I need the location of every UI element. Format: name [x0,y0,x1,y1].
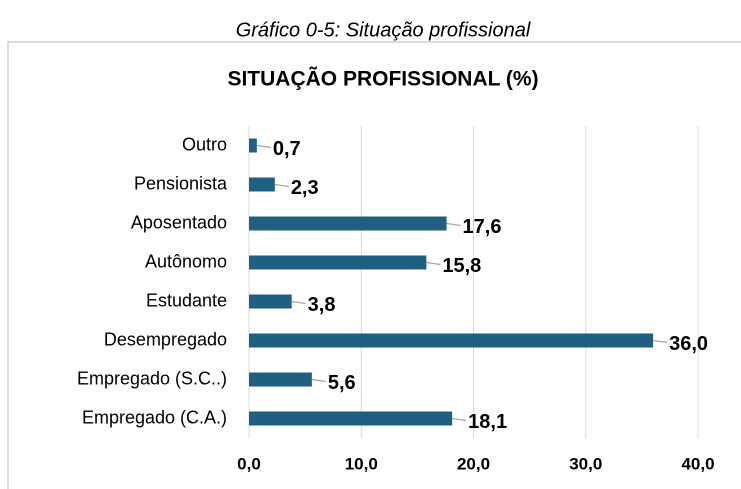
bar [249,255,427,270]
x-tick-label: 10,0 [345,454,378,473]
bar [249,294,292,309]
value-label: 2,3 [291,177,319,199]
leader-line [256,144,271,149]
bar [249,138,257,153]
y-tick-label: Estudante [146,290,227,310]
leader-line [274,183,289,188]
y-tick-label: Aposentado [131,212,227,232]
y-tick-label: Autônomo [145,251,227,271]
leader-line [446,222,461,227]
value-label: 36,0 [669,333,708,355]
y-tick-label: Empregado (S.C..) [77,368,227,388]
value-label: 0,7 [273,138,301,160]
value-label: 15,8 [442,255,481,277]
bar [249,333,654,348]
value-label: 5,6 [328,372,356,394]
leader-line [311,378,326,383]
bar [249,216,447,231]
y-tick-label: Pensionista [134,173,228,193]
caption: Gráfico 0-5: Situação profissional [236,19,531,41]
bar [249,411,453,426]
x-tick-label: 20,0 [457,454,490,473]
x-tick-label: 30,0 [569,454,602,473]
bar [249,372,312,387]
x-tick-label: 40,0 [681,454,714,473]
bar [249,177,275,192]
y-tick-label: Outro [182,134,227,154]
chart-title: SITUAÇÃO PROFISSIONAL (%) [227,68,538,91]
y-tick-label: Empregado (C.A.) [82,407,227,427]
x-tick-label: 0,0 [237,454,261,473]
leader-line [452,417,467,422]
value-label: 18,1 [468,411,507,433]
chart-border [7,41,741,489]
leader-line [653,339,668,344]
leader-line [291,300,306,305]
value-label: 3,8 [308,294,336,316]
y-tick-label: Desempregado [104,329,227,349]
leader-line [426,261,441,266]
value-label: 17,6 [463,216,502,238]
